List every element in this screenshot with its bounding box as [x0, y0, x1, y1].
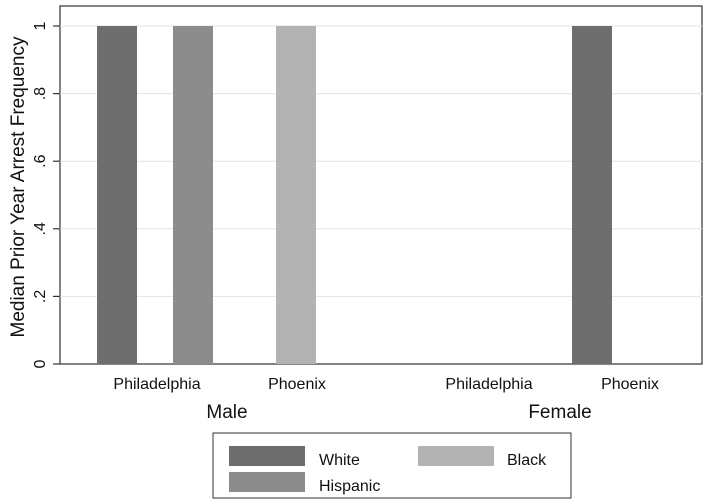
category-label: Phoenix: [601, 376, 659, 393]
category-label: Philadelphia: [445, 376, 532, 393]
bar-male-philadelphia-white: [97, 26, 137, 364]
bar-male-philadelphia-hispanic: [173, 26, 213, 364]
bar-male-phoenix-black: [276, 26, 316, 364]
y-tick-label: .6: [32, 154, 49, 167]
legend-label-hispanic: Hispanic: [319, 478, 380, 495]
y-tick-label: 1: [32, 21, 49, 30]
legend-swatch-black: [418, 446, 494, 466]
y-axis-title: Median Prior Year Arrest Frequency: [8, 36, 29, 337]
legend-label-white: White: [319, 452, 360, 469]
y-tick-label: .8: [32, 87, 49, 100]
legend: White Hispanic Black: [212, 432, 572, 499]
group-label: Female: [528, 402, 591, 423]
category-label: Philadelphia: [113, 376, 200, 393]
bar-female-phoenix-white: [572, 26, 612, 364]
y-axis: 0 .2 .4 .6 .8 1: [32, 21, 60, 368]
legend-swatch-white: [229, 446, 305, 466]
y-tick-label: .4: [32, 222, 49, 235]
x-axis: Philadelphia Phoenix Philadelphia Phoenix Ma…: [113, 376, 659, 423]
y-tick-label: 0: [32, 359, 49, 368]
bars: [97, 26, 612, 364]
y-tick-label: .2: [32, 290, 49, 303]
legend-label-black: Black: [507, 452, 547, 469]
category-label: Phoenix: [268, 376, 326, 393]
group-label: Male: [206, 402, 247, 423]
legend-swatch-hispanic: [229, 472, 305, 492]
